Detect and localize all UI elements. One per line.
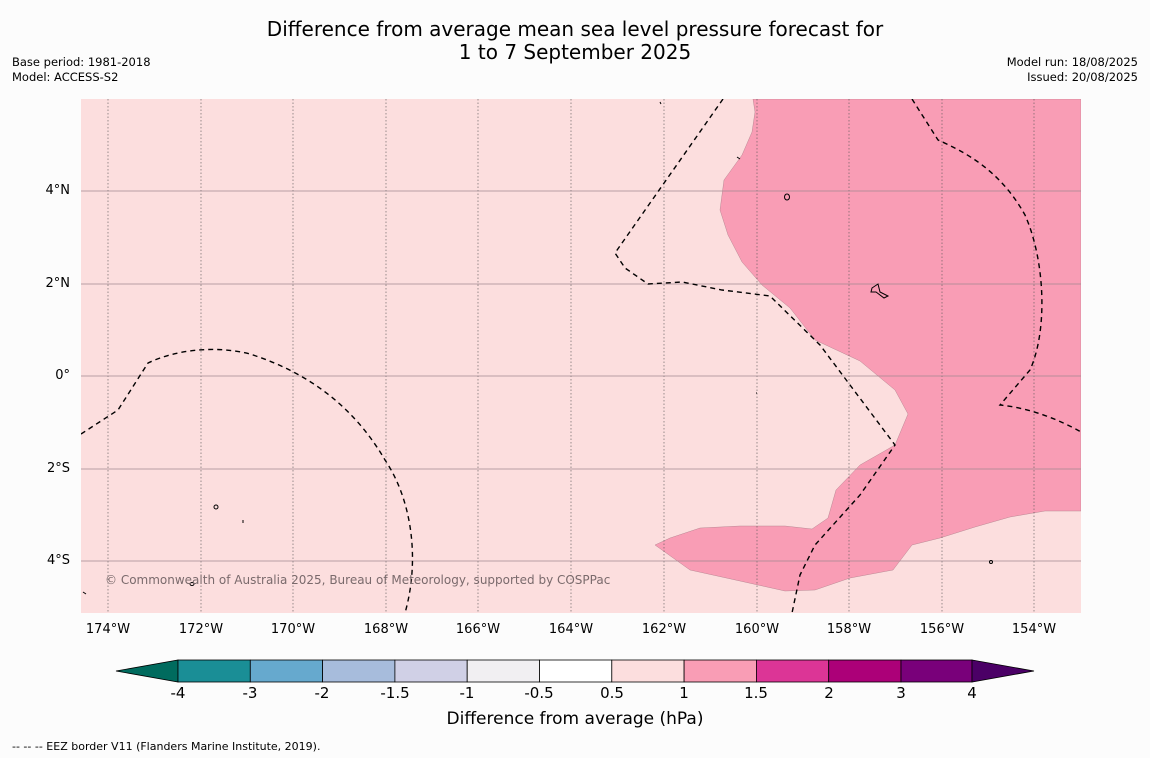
lon-label: 166°W xyxy=(455,622,501,637)
lon-label: 160°W xyxy=(734,622,780,637)
colorbar-tick: -3 xyxy=(242,684,258,702)
colorbar-tick: 3 xyxy=(896,684,906,702)
colorbar-segment xyxy=(756,659,830,683)
colorbar-tick: 4 xyxy=(967,684,977,702)
map-title: Difference from average mean sea level p… xyxy=(0,18,1150,64)
colorbar-segment xyxy=(249,659,324,683)
colorbar-segment xyxy=(322,659,396,683)
lat-label-0: 0° xyxy=(55,368,70,383)
meta-right: Model run: 18/08/2025 Issued: 20/08/2025 xyxy=(1007,55,1138,85)
lat-label-2n: 2°N xyxy=(45,276,71,291)
title-line-1: Difference from average mean sea level p… xyxy=(266,17,884,41)
colorbar-segment xyxy=(466,659,540,683)
colorbar-segment xyxy=(828,659,902,683)
colorbar-tick: 1.5 xyxy=(744,684,768,702)
lon-label: 170°W xyxy=(270,622,316,637)
eez-footnote: -- -- -- EEZ border V11 (Flanders Marine… xyxy=(12,740,321,753)
colorbar-segment xyxy=(683,659,757,683)
colorbar-tick: 2 xyxy=(824,684,834,702)
issued-date: Issued: 20/08/2025 xyxy=(1027,70,1138,84)
lat-label-2s: 2°S xyxy=(46,461,70,476)
colorbar-tick: -0.5 xyxy=(524,684,554,702)
lat-label-4n: 4°N xyxy=(45,183,71,198)
colorbar-segment xyxy=(394,659,468,683)
lon-label: 172°W xyxy=(178,622,224,637)
colorbar-tick: -2 xyxy=(314,684,330,702)
lon-label: 154°W xyxy=(1011,622,1057,637)
lon-label: 158°W xyxy=(826,622,872,637)
lon-label: 156°W xyxy=(919,622,965,637)
longitude-gridlines xyxy=(107,99,1035,613)
colorbar-high-extension xyxy=(971,659,1035,683)
colorbar-segment xyxy=(900,659,973,683)
colorbar xyxy=(115,659,1035,683)
colorbar-tick: -1.5 xyxy=(380,684,410,702)
colorbar-segment xyxy=(611,659,685,683)
copyright-notice: © Commonwealth of Australia 2025, Bureau… xyxy=(105,573,611,587)
colorbar-tick: -4 xyxy=(170,684,186,702)
lon-label: 174°W xyxy=(85,622,131,637)
colorbar-tick: -1 xyxy=(459,684,475,702)
positive-anomaly-region xyxy=(654,99,1081,592)
title-line-2: 1 to 7 September 2025 xyxy=(458,40,692,64)
model-name: Model: ACCESS-S2 xyxy=(12,70,119,84)
eez-borders xyxy=(81,99,1081,613)
colorbar-segment xyxy=(177,659,251,683)
colorbar-tick: 0.5 xyxy=(600,684,624,702)
lon-label: 162°W xyxy=(641,622,687,637)
lon-label: 168°W xyxy=(363,622,409,637)
colorbar-tick: 1 xyxy=(679,684,689,702)
lon-label: 164°W xyxy=(548,622,594,637)
map-panel xyxy=(81,99,1081,613)
colorbar-label: Difference from average (hPa) xyxy=(446,709,704,729)
latitude-gridlines xyxy=(81,190,1081,562)
base-period: Base period: 1981-2018 xyxy=(12,55,151,69)
model-run: Model run: 18/08/2025 xyxy=(1006,55,1138,69)
islands xyxy=(82,101,993,595)
meta-left: Base period: 1981-2018 Model: ACCESS-S2 xyxy=(12,55,151,85)
colorbar-segment xyxy=(539,659,613,683)
lat-label-4s: 4°S xyxy=(46,553,70,568)
colorbar-low-extension xyxy=(115,659,179,683)
